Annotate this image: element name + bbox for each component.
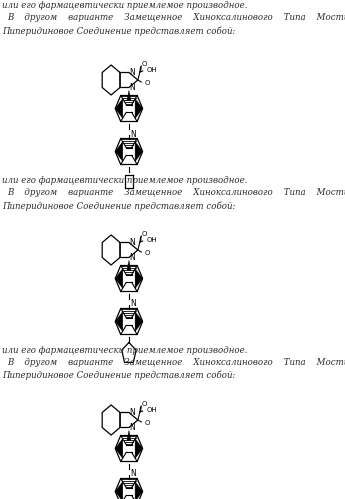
- Text: или его фармацевтически приемлемое производное.: или его фармацевтически приемлемое произ…: [2, 1, 248, 10]
- Text: N: N: [130, 423, 135, 432]
- Polygon shape: [127, 260, 131, 270]
- Polygon shape: [135, 268, 142, 288]
- Text: N: N: [130, 253, 135, 262]
- Text: O: O: [145, 80, 150, 86]
- Polygon shape: [127, 431, 131, 441]
- Polygon shape: [115, 311, 123, 331]
- Text: В    другом    варианте    Замещенное    Хиноксалинового    Типа    Мостиковое: В другом варианте Замещенное Хиноксалино…: [7, 188, 345, 197]
- Text: N: N: [130, 130, 136, 139]
- Text: O: O: [145, 420, 150, 426]
- Text: O: O: [142, 401, 147, 407]
- Polygon shape: [135, 439, 142, 459]
- Text: O: O: [142, 231, 147, 237]
- Polygon shape: [115, 98, 123, 118]
- Text: N: N: [130, 238, 135, 247]
- Text: OH: OH: [147, 67, 157, 73]
- Polygon shape: [135, 98, 142, 118]
- Text: O: O: [142, 61, 147, 67]
- Polygon shape: [115, 142, 123, 162]
- Polygon shape: [127, 90, 131, 100]
- Text: OH: OH: [147, 237, 157, 243]
- Text: Пиперидиновое Соединение представляет собой:: Пиперидиновое Соединение представляет со…: [2, 201, 235, 211]
- Text: N: N: [130, 470, 136, 479]
- Text: O: O: [145, 250, 150, 256]
- Polygon shape: [115, 268, 123, 288]
- Text: Пиперидиновое Соединение представляет собой:: Пиперидиновое Соединение представляет со…: [2, 26, 235, 35]
- Polygon shape: [135, 482, 142, 499]
- Text: N: N: [130, 299, 136, 308]
- Text: N: N: [130, 68, 135, 77]
- Polygon shape: [115, 439, 123, 459]
- Polygon shape: [135, 311, 142, 331]
- Polygon shape: [135, 142, 142, 162]
- Text: OH: OH: [147, 407, 157, 413]
- Text: Пиперидиновое Соединение представляет собой:: Пиперидиновое Соединение представляет со…: [2, 371, 235, 381]
- Text: N: N: [130, 408, 135, 417]
- Polygon shape: [115, 482, 123, 499]
- Text: В    другом    варианте    Замещенное    Хиноксалинового    Типа    Мостиковое: В другом варианте Замещенное Хиноксалино…: [7, 358, 345, 367]
- Text: В    другом    варианте    Замещенное    Хиноксалинового    Типа    Мостиковое: В другом варианте Замещенное Хиноксалино…: [7, 13, 345, 22]
- Text: N: N: [130, 83, 135, 92]
- Text: или его фармацевтически приемлемое производное.: или его фармацевтически приемлемое произ…: [2, 176, 248, 185]
- Text: или его фармацевтически приемлемое производное.: или его фармацевтически приемлемое произ…: [2, 346, 248, 355]
